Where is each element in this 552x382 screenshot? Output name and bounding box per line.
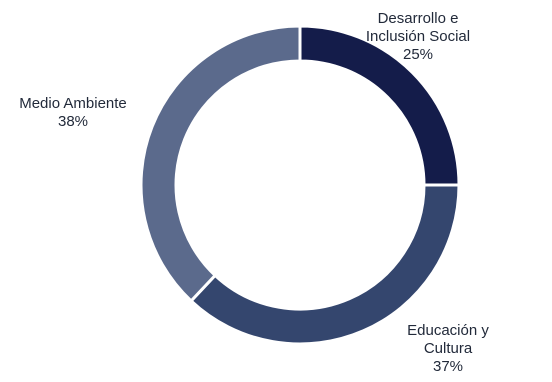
label-educacion-cultura: Educación y Cultura 37% xyxy=(388,322,508,376)
label-line: Educación y xyxy=(407,322,489,339)
label-value: 37% xyxy=(432,358,464,375)
label-desarrollo-inclusion-social: Desarrollo e Inclusión Social 25% xyxy=(343,10,493,64)
label-value: 38% xyxy=(57,113,89,130)
label-line: Cultura xyxy=(423,340,473,357)
label-medio-ambiente: Medio Ambiente 38% xyxy=(3,95,143,131)
slice-medio-ambiente xyxy=(139,24,302,304)
label-line: Medio Ambiente xyxy=(19,95,127,112)
label-line: Desarrollo e xyxy=(377,10,459,27)
slice-educacion-y-cultura xyxy=(189,183,461,346)
label-value: 25% xyxy=(402,46,434,63)
label-line: Inclusión Social xyxy=(365,28,471,45)
